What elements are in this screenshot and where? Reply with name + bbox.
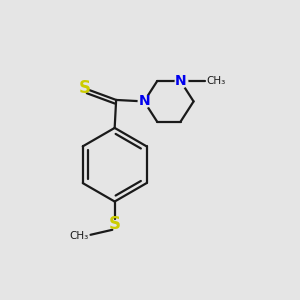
Text: CH₃: CH₃ — [70, 231, 89, 241]
Text: S: S — [109, 215, 121, 233]
Text: S: S — [79, 79, 91, 97]
Text: N: N — [175, 74, 186, 88]
Text: CH₃: CH₃ — [206, 76, 226, 86]
Text: N: N — [138, 94, 150, 108]
